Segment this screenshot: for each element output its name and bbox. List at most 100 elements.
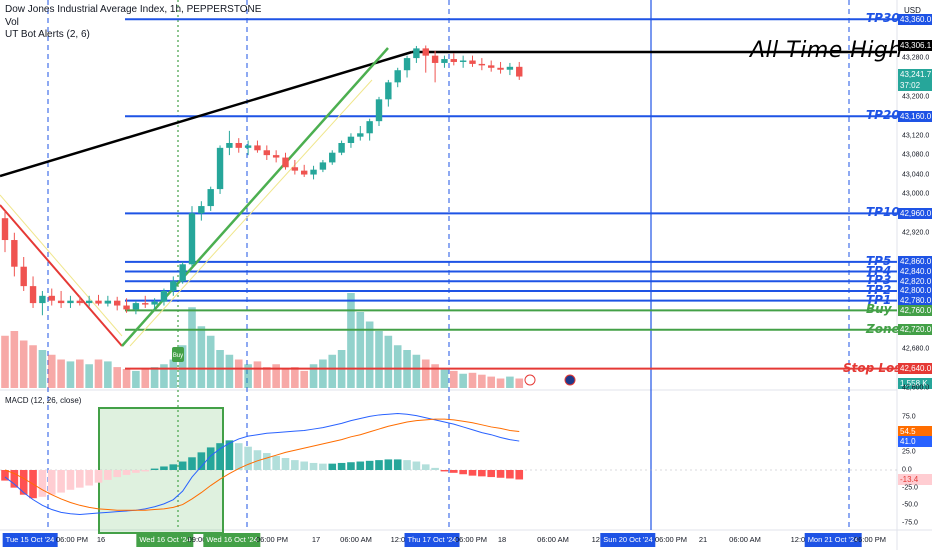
candle-body[interactable] xyxy=(235,142,242,148)
candle-body[interactable] xyxy=(422,48,429,56)
volume-bar xyxy=(160,364,168,388)
macd-histogram-bar xyxy=(487,470,495,478)
candle-body[interactable] xyxy=(198,206,205,214)
level-label-tp2[interactable]: TP2 xyxy=(866,282,892,297)
volume-bar xyxy=(94,359,103,388)
price-axis-tick: 43,080.0 xyxy=(902,151,930,159)
level-label-stop-loss[interactable]: Stop Loss xyxy=(843,360,909,375)
candle-body[interactable] xyxy=(394,70,401,83)
candle-body[interactable] xyxy=(57,300,65,304)
candle-body[interactable] xyxy=(450,59,457,62)
candle-body[interactable] xyxy=(338,142,345,153)
candle-body[interactable] xyxy=(506,66,514,70)
candle-body[interactable] xyxy=(151,301,158,305)
candle-body[interactable] xyxy=(441,59,448,63)
level-label-tp1[interactable]: TP1 xyxy=(866,292,892,307)
time-axis-label: 09:00 xyxy=(187,535,207,544)
candle-body[interactable] xyxy=(488,65,495,68)
level-label-tp3[interactable]: TP3 xyxy=(866,273,892,288)
macd-histogram-bar xyxy=(478,470,486,477)
candle-body[interactable] xyxy=(254,145,261,151)
candle-body[interactable] xyxy=(95,300,102,304)
volume-bar xyxy=(206,335,215,388)
candle-body[interactable] xyxy=(431,55,439,63)
level-label-tp5[interactable]: TP5 xyxy=(866,253,892,268)
candle-body[interactable] xyxy=(375,99,383,122)
candle-body[interactable] xyxy=(114,300,121,306)
symbol-title[interactable]: Dow Jones Industrial Average Index, 1h, … xyxy=(5,4,262,15)
price-tag-tp1: 42,780.0 xyxy=(898,295,932,307)
level-label-zone[interactable]: Zone xyxy=(866,321,900,336)
macd-histogram-bar xyxy=(19,470,28,495)
candle-body[interactable] xyxy=(272,155,280,158)
candle-body[interactable] xyxy=(216,147,224,190)
earnings-event-icon[interactable] xyxy=(524,374,536,386)
candle-body[interactable] xyxy=(85,300,93,304)
candle-body[interactable] xyxy=(263,150,270,156)
candle-body[interactable] xyxy=(11,240,18,267)
level-label-tp10[interactable]: TP10 xyxy=(866,205,900,220)
level-label-buy[interactable]: Buy xyxy=(866,302,892,317)
candle-body[interactable] xyxy=(142,303,149,305)
candle-body[interactable] xyxy=(310,169,317,175)
candle-body[interactable] xyxy=(132,303,140,310)
candle-body[interactable] xyxy=(291,167,299,171)
candle-body[interactable] xyxy=(188,213,196,265)
candle-body[interactable] xyxy=(347,136,355,143)
candle-body[interactable] xyxy=(516,66,523,77)
candle-body[interactable] xyxy=(67,300,74,304)
candle-body[interactable] xyxy=(104,300,112,304)
volume-bar xyxy=(169,359,178,388)
candle-body[interactable] xyxy=(497,67,504,70)
time-axis-highlight-label: Tue 15 Oct '24 xyxy=(2,533,58,547)
us-flag-event-icon[interactable] xyxy=(564,374,576,386)
time-axis-highlight-label: Wed 16 Oct '24 xyxy=(203,533,261,547)
candle-body[interactable] xyxy=(123,305,130,310)
candle-body[interactable] xyxy=(413,48,420,59)
macd-histogram-bar xyxy=(356,461,365,470)
candle-body[interactable] xyxy=(170,281,177,291)
candle-body[interactable] xyxy=(366,121,373,134)
candle-body[interactable] xyxy=(282,157,289,168)
candle-body[interactable] xyxy=(385,82,392,100)
last-price-tag: 43,241.7 xyxy=(898,68,932,80)
candle-body[interactable] xyxy=(329,152,336,163)
level-label-tp30[interactable]: TP30 xyxy=(866,11,900,26)
candle-body[interactable] xyxy=(160,290,168,302)
candle-body[interactable] xyxy=(226,142,233,148)
macd-histogram-bar xyxy=(169,464,178,470)
level-label-tp20[interactable]: TP20 xyxy=(866,108,900,123)
candle-body[interactable] xyxy=(459,60,467,62)
ut-bot-trail-yellow xyxy=(0,194,123,337)
candle-body[interactable] xyxy=(20,266,27,287)
candle-body[interactable] xyxy=(179,264,186,282)
level-label-tp4[interactable]: TP4 xyxy=(866,263,892,278)
trendline-black[interactable] xyxy=(0,50,413,178)
candle-body[interactable] xyxy=(244,145,252,148)
candle-body[interactable] xyxy=(48,295,55,301)
price-tag-tp10: 42,960.0 xyxy=(898,207,932,219)
macd-histogram-bar xyxy=(66,470,75,490)
volume-bar xyxy=(431,364,439,388)
macd-histogram-bar xyxy=(197,452,206,470)
candle-body[interactable] xyxy=(357,133,364,137)
candle-body[interactable] xyxy=(469,60,476,64)
candle-body[interactable] xyxy=(76,300,83,304)
volume-bar xyxy=(76,359,84,388)
candle-body[interactable] xyxy=(207,189,214,207)
candle-body[interactable] xyxy=(29,286,37,304)
candle-body[interactable] xyxy=(319,162,327,170)
candle-body[interactable] xyxy=(301,170,308,175)
candle-body[interactable] xyxy=(478,63,486,66)
candle-body[interactable] xyxy=(403,58,411,71)
all-time-high-annotation[interactable]: All Time High xyxy=(750,38,903,63)
volume-indicator-label[interactable]: Vol xyxy=(5,17,19,28)
macd-indicator-label[interactable]: MACD (12, 26, close) xyxy=(5,396,82,405)
volume-bar xyxy=(347,293,355,388)
candle-body[interactable] xyxy=(39,295,46,304)
macd-histogram-bar xyxy=(234,443,243,470)
buy-signal-marker[interactable] xyxy=(172,347,184,362)
candle-body[interactable] xyxy=(1,218,9,241)
ut-bot-indicator-label[interactable]: UT Bot Alerts (2, 6) xyxy=(5,29,90,40)
